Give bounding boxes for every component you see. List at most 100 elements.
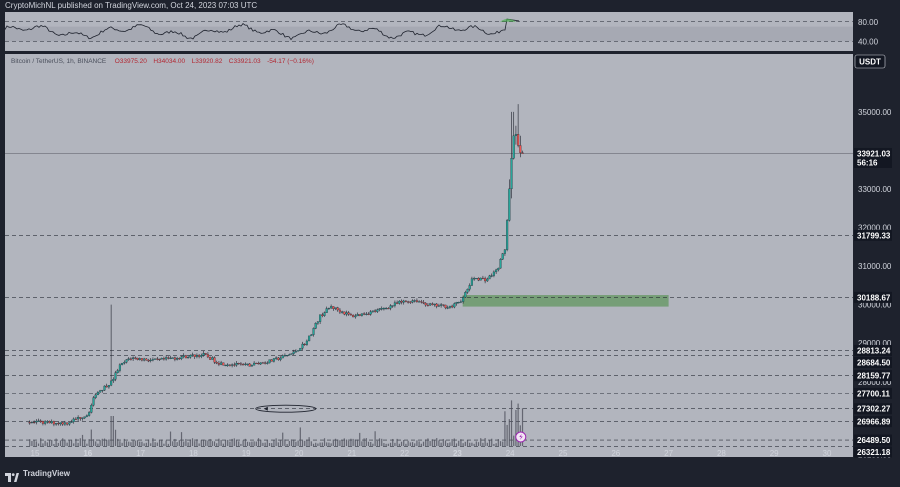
- legend-high: H34034.00: [153, 58, 185, 65]
- volume-bar: [420, 443, 422, 446]
- candle: [92, 396, 95, 407]
- candle-body: [88, 412, 91, 416]
- volume-bar: [64, 439, 66, 446]
- candle-body: [314, 323, 317, 329]
- candle: [345, 310, 348, 317]
- price-tick-label: 29000.00: [858, 339, 892, 348]
- volume-bar: [73, 443, 75, 446]
- volume-bar: [62, 438, 64, 446]
- candle: [479, 277, 482, 281]
- candle: [343, 311, 346, 316]
- volume-bar: [84, 440, 86, 446]
- volume-bar: [378, 438, 381, 446]
- candle: [248, 362, 251, 367]
- candle-body: [352, 314, 355, 318]
- volume-bar: [354, 439, 356, 446]
- volume-bar: [367, 441, 370, 446]
- candle-body: [327, 307, 330, 310]
- time-tick-label: 21: [347, 449, 356, 458]
- candle-body: [360, 313, 363, 316]
- price-tick-label: 31000.00: [858, 262, 892, 271]
- candle: [255, 362, 258, 365]
- candle: [305, 339, 308, 346]
- candle-body: [336, 307, 339, 311]
- volume-bar: [200, 440, 202, 446]
- volume-bar: [290, 439, 293, 446]
- level-label-bg: [854, 344, 892, 356]
- candle-body: [433, 303, 436, 305]
- candle: [57, 421, 60, 426]
- candle: [215, 360, 218, 365]
- candle: [140, 358, 143, 362]
- candle: [330, 304, 333, 309]
- candle-body: [171, 357, 174, 359]
- volume-bar: [169, 431, 172, 446]
- volume-bar: [211, 441, 213, 446]
- candle-body: [123, 362, 126, 364]
- candle-body: [343, 311, 346, 315]
- candle: [224, 364, 227, 367]
- candle: [488, 274, 491, 280]
- volume-bar: [68, 440, 70, 446]
- candle: [107, 384, 110, 389]
- volume-bar: [376, 440, 378, 446]
- volume-bar: [194, 441, 196, 446]
- volume-bar: [488, 440, 491, 446]
- candle-body: [231, 364, 234, 366]
- volume-bar: [301, 440, 304, 446]
- candle-body: [112, 379, 115, 382]
- candle-body: [468, 285, 471, 290]
- rsi-axis: 80.00 40.00: [858, 18, 879, 47]
- candle: [413, 299, 416, 303]
- volume-bar: [33, 440, 35, 446]
- currency-badge[interactable]: [854, 54, 886, 69]
- level-label-bg: [854, 370, 892, 382]
- candle-body: [442, 304, 445, 306]
- volume-bar: [473, 443, 475, 446]
- currency-label: USDT: [859, 58, 881, 67]
- candle-body: [176, 358, 179, 360]
- candle: [257, 361, 260, 365]
- time-tick-label: 27: [664, 449, 673, 458]
- candle: [281, 354, 284, 359]
- candle-body: [85, 415, 88, 417]
- candle-body: [253, 362, 256, 366]
- candle-body: [151, 359, 154, 361]
- level-label-bg: [854, 147, 892, 168]
- candle: [94, 393, 97, 400]
- level-label-bg: [854, 403, 892, 415]
- candle-body: [341, 311, 344, 313]
- candle: [213, 356, 216, 365]
- candle: [198, 353, 201, 359]
- level-label-bg: [854, 446, 892, 458]
- candle-body: [101, 389, 104, 392]
- candle-body: [506, 220, 509, 250]
- candle: [228, 364, 231, 367]
- volume-bar: [145, 442, 147, 446]
- candle: [270, 359, 273, 362]
- candle: [178, 357, 181, 360]
- candle-body: [246, 363, 249, 365]
- candle-body: [206, 354, 209, 358]
- candle-body: [301, 343, 304, 349]
- candle-body: [180, 356, 183, 359]
- candle: [96, 391, 99, 396]
- volume-bar: [416, 440, 418, 446]
- candle: [99, 389, 102, 393]
- candle: [508, 179, 511, 222]
- volume-bar: [297, 440, 299, 446]
- volume-bar: [381, 438, 383, 446]
- candle-body: [79, 417, 82, 419]
- volume-bar: [433, 440, 436, 446]
- candle-body: [402, 300, 405, 303]
- candle: [411, 299, 414, 304]
- candle-body: [204, 353, 207, 355]
- candle-body: [191, 354, 194, 356]
- candle-body: [261, 362, 264, 364]
- tradingview-wordmark: TradingView: [23, 468, 70, 478]
- candle: [319, 314, 322, 324]
- volume-bar: [112, 416, 114, 446]
- candle: [424, 302, 427, 307]
- candle-body: [338, 309, 341, 313]
- candle-body: [239, 363, 242, 365]
